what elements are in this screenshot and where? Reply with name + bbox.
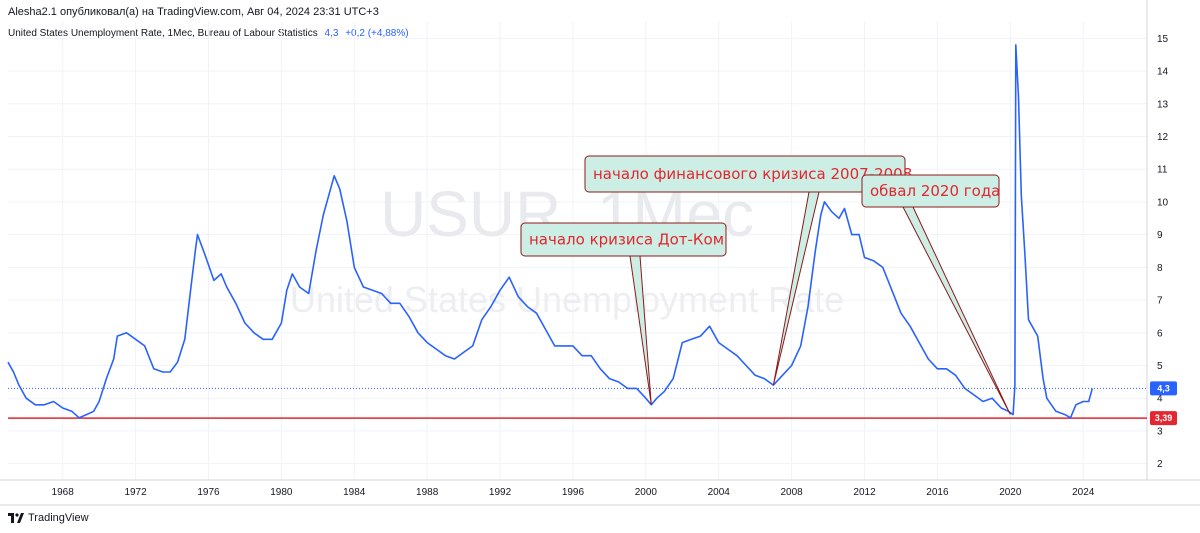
- annotation-callout[interactable]: обвал 2020 года: [861, 174, 1011, 415]
- annotation-text: обвал 2020 года: [870, 182, 1000, 200]
- annotation-pointer: [902, 206, 1011, 415]
- last-value-badge-text: 4,3: [1157, 383, 1170, 393]
- level-badge: 3,39: [1150, 411, 1177, 426]
- y-tick-label: 13: [1157, 99, 1169, 110]
- y-tick-label: 9: [1157, 230, 1163, 241]
- x-tick-label: 2020: [999, 487, 1022, 498]
- x-tick-label: 2004: [708, 487, 731, 498]
- x-tick-label: 1996: [562, 487, 585, 498]
- y-tick-label: 3: [1157, 426, 1163, 437]
- chart-axes: [0, 0, 1200, 506]
- annotation-callout[interactable]: начало кризиса Дот-Ком: [520, 222, 727, 405]
- y-tick-label: 12: [1157, 132, 1169, 143]
- y-tick-label: 4: [1157, 394, 1163, 405]
- x-tick-label: 1968: [52, 487, 75, 498]
- annotation-box: [584, 155, 906, 193]
- annotations-layer[interactable]: начало кризиса Дот-Ком начало финансового…: [520, 155, 1011, 415]
- annotation-callout[interactable]: начало финансового кризиса 2007-2008: [584, 155, 912, 386]
- y-tick-label: 8: [1157, 263, 1163, 274]
- level-badge-text: 3,39: [1155, 413, 1173, 423]
- brand-name: TradingView: [28, 512, 89, 524]
- y-tick-label: 2: [1157, 459, 1163, 470]
- y-tick-label: 11: [1157, 165, 1168, 176]
- x-tick-label: 1984: [343, 487, 366, 498]
- last-value-badge-bg: [1150, 381, 1177, 396]
- x-tick-label: 2008: [781, 487, 804, 498]
- x-tick-label: 1976: [197, 487, 220, 498]
- x-axis-labels: 1968 1972 1976 1980 1984 1988 1992 1996 2000 2004…: [52, 487, 1095, 498]
- publisher-header: Alesha2.1 опубликовал(а) на TradingView.…: [8, 6, 379, 18]
- x-tick-label: 2012: [853, 487, 876, 498]
- legend-value: 4,3: [324, 28, 339, 39]
- y-tick-label: 6: [1157, 328, 1163, 339]
- x-tick-label: 1980: [270, 487, 293, 498]
- y-tick-label: 5: [1157, 361, 1163, 372]
- y-tick-label: 7: [1157, 296, 1163, 307]
- series-line: [7, 44, 1094, 419]
- level-lines: [8, 387, 1147, 419]
- watermark-name: United States Unemployment Rate: [290, 279, 844, 320]
- y-axis-labels: 2 3 4 5 6 7 8 9 10 11 12 13 14 15: [1157, 34, 1169, 470]
- annotation-box: [520, 222, 727, 257]
- annotation-box: [861, 174, 1000, 208]
- y-tick-label: 14: [1157, 67, 1169, 78]
- y-tick-label: 10: [1157, 197, 1169, 208]
- annotation-text: начало кризиса Дот-Ком: [529, 231, 724, 249]
- x-tick-label: 2016: [926, 487, 949, 498]
- last-value-badge: 4,3: [1150, 381, 1177, 396]
- x-tick-label: 2000: [635, 487, 658, 498]
- series-layer: [7, 44, 1094, 419]
- level-badge-bg: [1150, 411, 1177, 426]
- price-badges: 4,3 3,39: [1150, 381, 1177, 426]
- footer-branding: TradingView: [8, 512, 89, 524]
- x-tick-label: 1972: [124, 487, 147, 498]
- legend-change: +0,2 (+4,88%): [345, 28, 409, 39]
- tradingview-logo-icon: [8, 513, 24, 523]
- annotation-text: начало финансового кризиса 2007-2008: [593, 165, 912, 183]
- x-tick-label: 1992: [489, 487, 512, 498]
- y-tick-label: 15: [1157, 34, 1169, 45]
- x-tick-label: 2024: [1072, 487, 1095, 498]
- x-tick-label: 1988: [416, 487, 439, 498]
- legend-title: United States Unemployment Rate, 1Мес, B…: [8, 28, 318, 39]
- series-legend[interactable]: United States Unemployment Rate, 1Мес, B…: [8, 28, 409, 39]
